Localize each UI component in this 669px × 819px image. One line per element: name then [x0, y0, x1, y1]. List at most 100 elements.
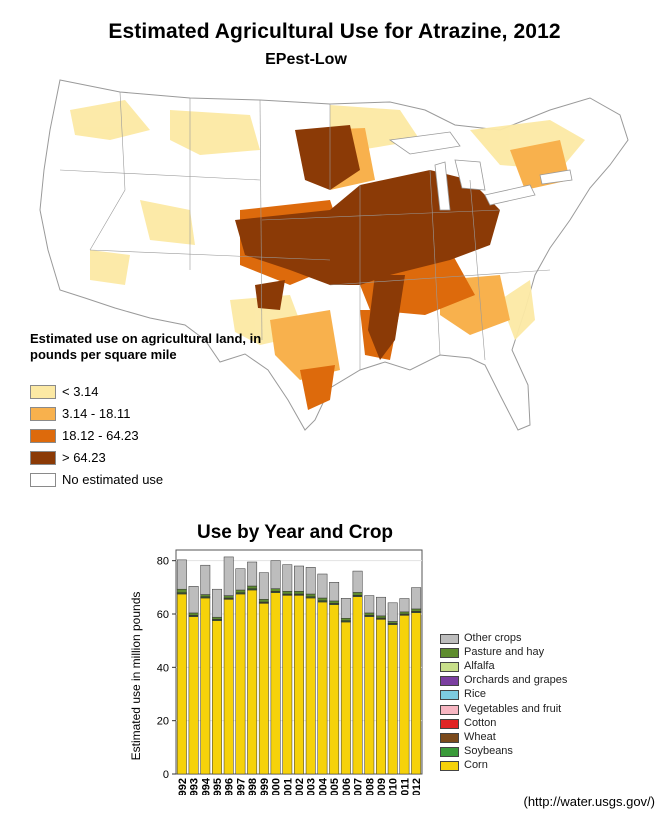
crop-legend-item: Cotton [440, 716, 610, 732]
crop-legend-swatch [440, 634, 459, 644]
bar-segment-pasture-and-hay [411, 608, 422, 612]
legend-swatch-none [30, 473, 56, 487]
crop-legend-item: Rice [440, 688, 610, 703]
legend-swatch-highest [30, 451, 56, 465]
bar-segment-other-crops [352, 570, 363, 593]
bar-segment-corn [200, 597, 211, 775]
bar-segment-other-crops [270, 560, 281, 589]
x-tick-label: 2011 [399, 778, 411, 795]
bar-segment-other-crops [317, 573, 328, 599]
bar-segment-pasture-and-hay [294, 591, 304, 595]
chart-axes: 0 20 40 60 80 1992 1993 1994 1995 1996 1997 1998 199… [157, 556, 423, 795]
bar-segment-corn [282, 595, 293, 775]
x-tick-label: 2009 [376, 778, 388, 795]
bar-segment-pasture-and-hay [223, 595, 234, 599]
bar-segment-corn [235, 593, 246, 775]
crop-legend-label: Rice [464, 688, 487, 701]
bar-segment-corn [305, 597, 316, 775]
bar-segment-pasture-and-hay [247, 585, 258, 589]
bar-segment-other-crops [200, 564, 211, 595]
bar-segment-other-crops [411, 587, 422, 610]
y-axis-label: Estimated use in million pounds [129, 592, 143, 761]
bar-segment-other-crops [387, 602, 398, 622]
legend-swatch-lowest [30, 385, 56, 399]
bar-segment-pasture-and-hay [340, 618, 351, 621]
x-tick-label: 2006 [341, 778, 353, 795]
map-very-high-use-areas [235, 125, 500, 360]
x-tick-label: 1997 [235, 778, 247, 795]
crop-legend-label: Soybeans [464, 744, 513, 757]
x-tick-label: 1993 [189, 778, 201, 795]
bar-segment-corn [411, 612, 422, 775]
bar-segment-pasture-and-hay [376, 615, 386, 619]
x-tick-label: 2008 [364, 778, 376, 795]
crop-legend-item: Alfalfa [440, 660, 610, 675]
crop-legend-swatch [440, 732, 459, 743]
crop-legend-label: Wheat [464, 730, 496, 743]
legend-label-lowest: < 3.14 [62, 384, 99, 399]
crop-legend-swatch [440, 690, 459, 701]
bar-segment-pasture-and-hay [212, 616, 222, 620]
x-tick-label: 2003 [306, 778, 318, 795]
crop-legend-label: Cotton [464, 716, 497, 729]
stacked-bar-chart: Estimated use in million pounds 0 20 40 60 8… [129, 549, 423, 795]
bar-segment-pasture-and-hay [270, 588, 281, 592]
chart-title: Use by Year and Crop [196, 522, 394, 543]
legend-swatch-high [30, 429, 56, 443]
bar-segment-pasture-and-hay [329, 600, 340, 604]
crop-legend-swatch [440, 718, 459, 729]
crop-legend-swatch [440, 648, 459, 659]
map-light-use-areas [70, 100, 585, 345]
crop-legend-swatch [440, 746, 459, 757]
crop-legend-label: Pasture and hay [464, 646, 545, 659]
bar-segment-pasture-and-hay [399, 611, 410, 615]
bar-segment-corn [387, 624, 398, 775]
bar-segment-corn [376, 619, 386, 775]
x-tick-label: 2010 [388, 778, 400, 795]
bar-segment-other-crops [364, 595, 375, 614]
bar-segment-other-crops [340, 598, 351, 619]
y-tick-label: 60 [157, 609, 169, 621]
bar-segment-other-crops [223, 556, 234, 596]
bar-segment-pasture-and-hay [235, 589, 246, 593]
legend-label-highest: > 64.23 [62, 450, 106, 465]
x-tick-label: 2000 [271, 778, 283, 795]
bar-segment-other-crops [235, 568, 246, 591]
bar-segment-pasture-and-hay [188, 612, 199, 616]
y-tick-label: 40 [157, 662, 169, 674]
bar-segment-other-crops [176, 559, 187, 590]
x-tick-label: 2004 [317, 777, 329, 795]
bar-segment-corn [317, 601, 328, 775]
bar-segment-pasture-and-hay [387, 621, 398, 624]
bar-segment-corn [247, 589, 258, 775]
legend-swatch-low [30, 407, 56, 421]
bar-segment-pasture-and-hay [200, 594, 211, 597]
state-boundaries [59, 91, 551, 370]
crop-legend-label: Alfalfa [464, 660, 495, 673]
bar-segment-other-crops [258, 572, 269, 600]
bar-segment-corn [364, 616, 375, 775]
bar-segment-pasture-and-hay [258, 599, 269, 603]
us-map [39, 79, 629, 431]
bar-segment-corn [188, 616, 199, 775]
legend-label-high: 18.12 - 64.23 [62, 428, 139, 443]
crop-legend-swatch [440, 676, 459, 687]
bar-segment-other-crops [294, 565, 304, 592]
x-tick-label: 2002 [294, 778, 306, 795]
bar-segment-corn [258, 603, 269, 775]
x-tick-label: 2001 [282, 778, 294, 795]
crop-legend-swatch [440, 704, 459, 715]
y-tick-label: 0 [163, 769, 169, 781]
source-link[interactable]: (http://water.usgs.gov/) [523, 794, 655, 809]
crop-legend-item: Pasture and hay [440, 646, 610, 661]
bar-segment-other-crops [305, 567, 316, 595]
bar-segment-other-crops [376, 596, 386, 617]
y-tick-label: 80 [157, 556, 169, 568]
crop-legend-item: Orchards and grapes [440, 674, 610, 689]
crop-legend-label: Other crops [464, 632, 522, 644]
y-tick-label: 20 [157, 716, 169, 728]
x-tick-label: 2005 [329, 778, 341, 795]
bar-segment-pasture-and-hay [305, 593, 316, 597]
crop-legend-item: Soybeans [440, 744, 610, 760]
crop-legend-label: Vegetables and fruit [464, 702, 562, 715]
